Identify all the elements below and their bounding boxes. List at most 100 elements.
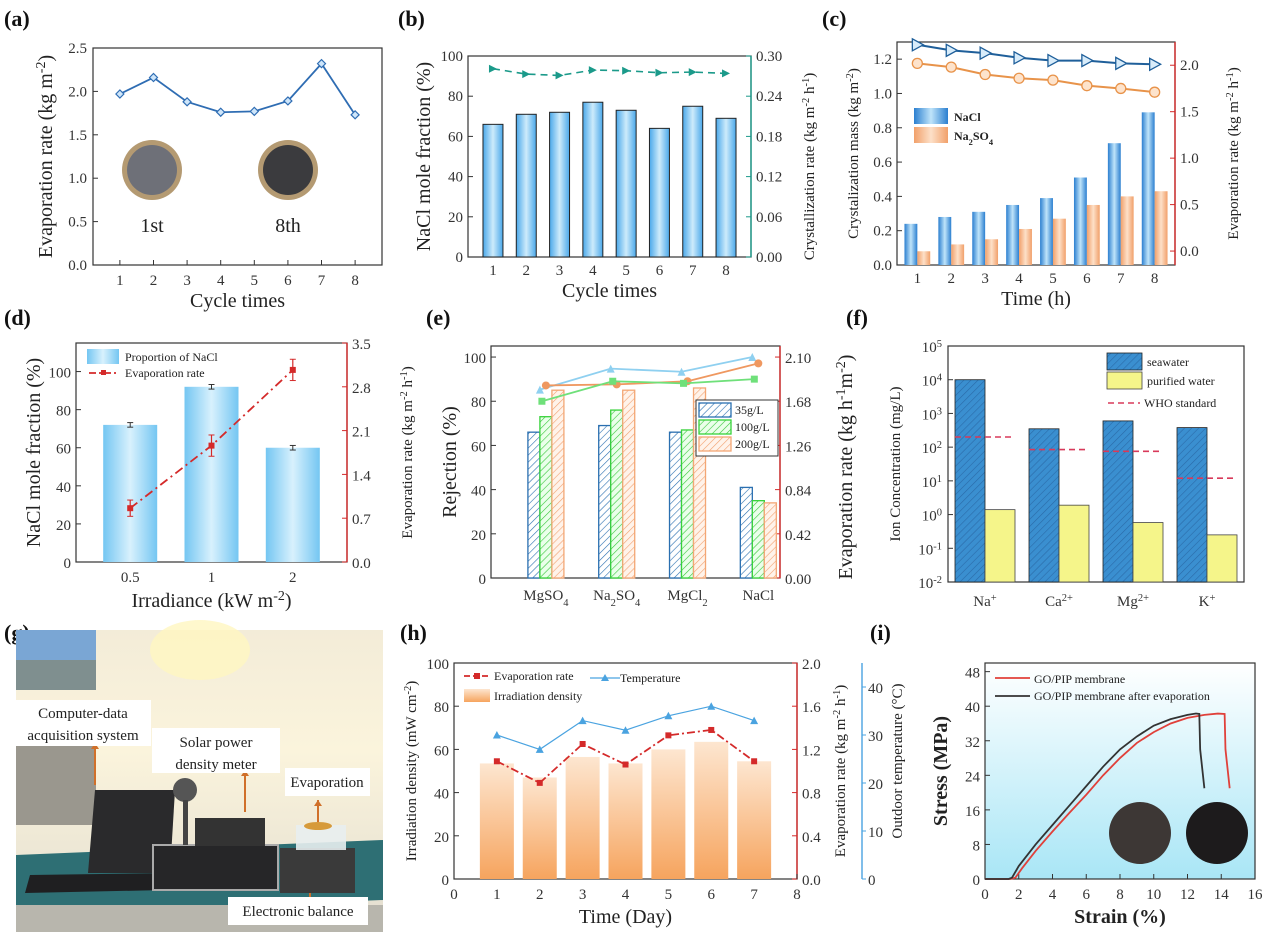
y2-tick-label: 0.00: [756, 250, 782, 266]
x-tick-label: 6: [708, 887, 716, 903]
data-point: [722, 69, 731, 78]
data-point: [1013, 72, 1025, 84]
bar-irradiation: [651, 749, 686, 879]
y-axis-label: NaCl mole fraction (%): [413, 62, 435, 251]
x-tick-label: K+: [1199, 593, 1216, 611]
legend-swatch: [698, 419, 732, 435]
panel-label-f: (f): [846, 305, 868, 330]
bar-35g-L: [598, 424, 612, 579]
data-point: [555, 71, 564, 80]
data-point: [1149, 57, 1163, 72]
bar-35g-L: [739, 486, 753, 579]
bar-seawater: [1028, 428, 1060, 583]
y2-tick-label: 2.0: [802, 657, 821, 673]
x-tick-label: 4: [217, 273, 225, 289]
data-point: [748, 353, 757, 362]
y-tick-label: 0: [442, 873, 450, 889]
bar-na2so4: [1120, 196, 1134, 265]
y2-tick-label: 0.5: [1180, 198, 1199, 214]
label-box: [152, 728, 280, 773]
meter-display: [195, 818, 265, 846]
panel-label-c: (c): [822, 6, 846, 31]
data-point: [182, 96, 192, 107]
bar: [615, 109, 637, 258]
y-tick-label: 1.0: [68, 171, 87, 187]
y-tick-label: 24: [965, 769, 981, 785]
bar-na2so4: [1086, 204, 1100, 265]
y-tick-label: 2.0: [68, 84, 87, 100]
y-tick-label: 40: [448, 170, 463, 186]
bar-na2so4: [1052, 218, 1066, 265]
bar-irradiation: [694, 741, 729, 879]
label-box: [228, 897, 368, 925]
y-tick-label: 0.0: [873, 258, 892, 274]
legend-label: 200g/L: [735, 437, 770, 451]
legend-label-evaporation: Evaporation rate: [125, 366, 205, 380]
y-tick-label: 16: [965, 804, 981, 820]
y-tick-label: 1.0: [873, 86, 892, 102]
y2-axis-label: Evaporation rate (kg m-2 h-1): [832, 685, 850, 857]
x-tick-label: NaCl: [742, 588, 774, 604]
y-tick-label: 0: [64, 556, 72, 572]
legend-label: 100g/L: [735, 420, 770, 434]
label-solar-2: density meter: [175, 757, 256, 773]
y2-tick-label: 0.0: [1180, 244, 1199, 260]
data-point: [979, 46, 993, 61]
label-computer-2: acquisition system: [27, 728, 139, 744]
plot-frame: [92, 47, 383, 266]
data-point: [249, 106, 260, 117]
y-axis-label: Stress (MPa): [930, 716, 952, 826]
y2-axis-label: Evaporation rate (kg h-1m-2): [834, 355, 858, 580]
data-point: [522, 70, 531, 79]
data-point: [750, 716, 759, 725]
y2-tick-label: 1.68: [785, 395, 811, 411]
y-tick-label: 20: [56, 518, 71, 534]
y2-axis-label: Evaporation rate (kg m-2 h-1): [1225, 67, 1243, 239]
x-tick-label: 4: [1049, 887, 1057, 903]
data-point: [283, 96, 293, 106]
y-tick-label: 60: [471, 439, 486, 455]
y2-tick-label: 1.0: [1180, 151, 1199, 167]
membrane-photo: [127, 145, 177, 195]
x-tick-label: 1: [914, 271, 922, 287]
y-tick-label: 40: [434, 787, 449, 803]
bar-na2so4: [1154, 191, 1168, 265]
chart-d: 0 20 40 60 80 100 0.0 0.7 1.4 2.1 2.8 3.5 0.5 1 2 Propo…: [23, 337, 416, 612]
membrane-photo-before: [1109, 802, 1171, 864]
x-axis-label: Irradiance (kW m-2): [131, 589, 291, 613]
label-solar-1: Solar power: [180, 735, 253, 751]
bar: [715, 117, 737, 258]
photo-g: Computer-data acquisition system Solar pow…: [16, 620, 383, 932]
chart-f: 10-2 10-1 100 101 102 103 104 105 Na+ Ca2+ Mg2+ K+ s…: [888, 339, 1245, 611]
x-tick-label: 5: [665, 887, 673, 903]
y-tick-label: 10-2: [918, 575, 942, 593]
data-point: [677, 367, 686, 376]
x-tick-label: 2: [947, 271, 955, 287]
y2-tick-label: 0.84: [785, 484, 812, 500]
x-tick-label: 7: [318, 273, 326, 289]
legend-swatch: [698, 436, 732, 452]
data-point: [680, 379, 688, 387]
legend-label-seawater: seawater: [1147, 355, 1189, 369]
y-tick-label: 0: [479, 572, 487, 588]
x-axis-label: Strain (%): [1074, 906, 1166, 928]
legend-swatch-seawater: [1106, 352, 1143, 371]
y2-tick-label: 2.1: [352, 425, 371, 441]
bar-irradiation: [608, 763, 643, 879]
membrane-photo: [263, 145, 313, 195]
laptop-base: [25, 873, 170, 893]
plot-frame: [467, 55, 752, 258]
stress-strain-curve: [985, 712, 1206, 880]
y2-tick-label: 0.0: [352, 556, 371, 572]
legend-swatch-nacl: [914, 108, 948, 124]
x-tick-label: MgSO4: [523, 588, 569, 609]
y3-tick-label: 30: [868, 729, 883, 745]
data-point: [754, 359, 763, 368]
data-point: [289, 366, 296, 373]
data-point: [538, 397, 546, 405]
panel-labels: (a)(b)(c)(d)(e)(f)(g)(h)(i): [4, 6, 891, 645]
x-tick-label: 7: [750, 887, 758, 903]
y-tick-label: 0.6: [873, 155, 892, 171]
legend-swatch-bar: [87, 349, 119, 364]
y-tick-label: 80: [471, 395, 486, 411]
